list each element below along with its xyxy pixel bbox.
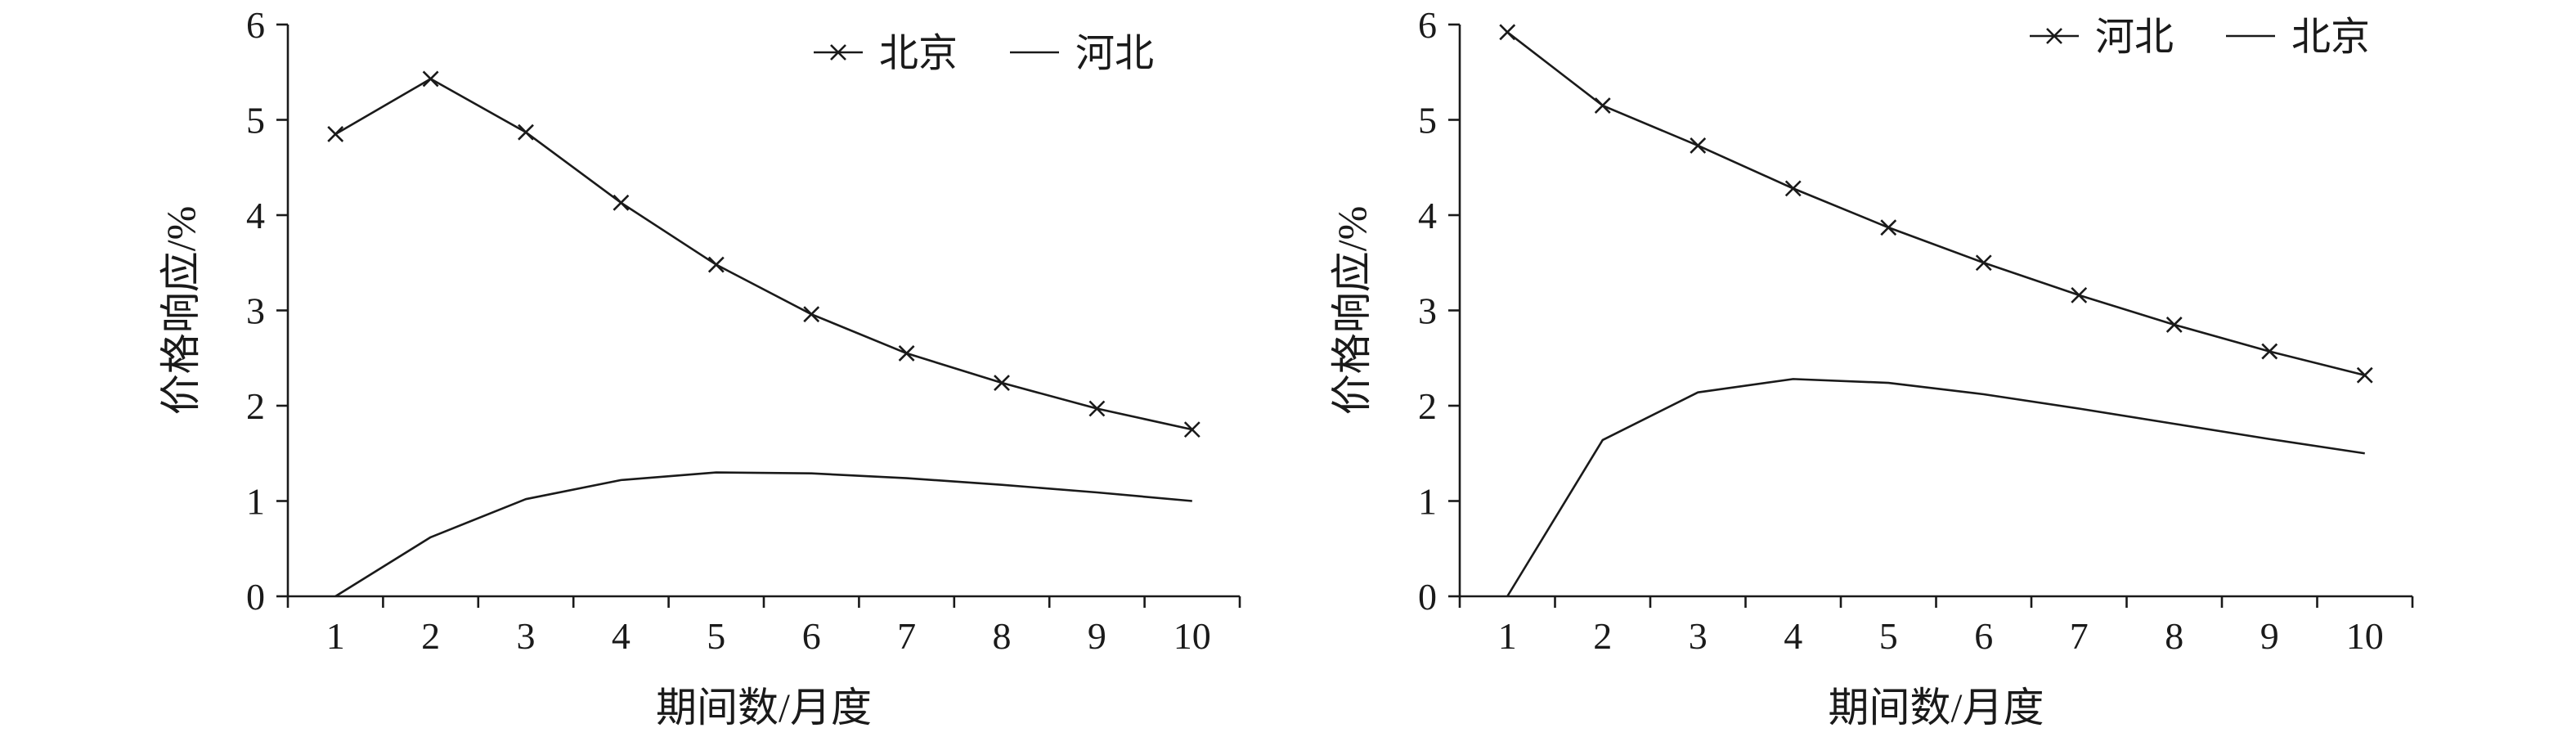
y-tick-label: 0 (246, 576, 265, 618)
x-marker (2165, 317, 2183, 333)
series-line (1506, 31, 2366, 376)
legend-x-marker (830, 44, 846, 61)
x-tick-label: 4 (1784, 615, 1802, 657)
x-tick-label: 8 (993, 615, 1012, 657)
x-marker (707, 256, 725, 273)
y-tick-label: 0 (1418, 576, 1437, 618)
series-1 (334, 471, 1192, 598)
x-tick-label: 1 (1498, 615, 1517, 657)
x-tick-label: 3 (517, 615, 536, 657)
x-marker (898, 345, 915, 362)
legend: 河北 北京 (2030, 16, 2370, 59)
x-tick-label: 6 (802, 615, 821, 657)
series-0 (327, 70, 1200, 438)
series-0 (1499, 24, 2373, 384)
y-tick-label: 4 (1418, 195, 1437, 236)
x-marker (613, 194, 630, 211)
x-tick-label: 4 (612, 615, 631, 657)
x-tick-label: 10 (2346, 615, 2384, 657)
x-tick-label: 2 (1593, 615, 1612, 657)
y-tick-label: 2 (1418, 385, 1437, 427)
x-tick-label: 5 (1879, 615, 1898, 657)
x-tick-label: 7 (897, 615, 916, 657)
x-tick-label: 9 (2260, 615, 2279, 657)
x-marker (994, 375, 1010, 391)
y-tick-label: 5 (1418, 100, 1437, 142)
y-tick-label: 4 (246, 195, 265, 236)
legend-x-marker (2046, 28, 2062, 44)
series-line (1506, 378, 2365, 597)
x-marker (1594, 97, 1611, 114)
x-tick-label: 8 (2165, 615, 2183, 657)
x-tick-label: 3 (1689, 615, 1708, 657)
x-marker (1499, 24, 1516, 41)
legend-label: 北京 (879, 32, 958, 75)
x-tick-label: 9 (1088, 615, 1106, 657)
series-line (334, 471, 1192, 598)
y-tick-label: 1 (1418, 481, 1437, 523)
legend: 北京 河北 (814, 32, 1154, 75)
x-marker (1784, 180, 1802, 197)
y-tick-label: 3 (1418, 290, 1437, 332)
x-tick-label: 1 (326, 615, 345, 657)
series-line (334, 78, 1193, 431)
x-marker (1880, 219, 1897, 236)
x-axis-title: 期间数/月度 (1829, 685, 2044, 730)
chart-left: 0 1 2 3 4 5 6 1 2 3 4 5 6 7 8 9 10 期间数/月度 价格响应/% 北京 河北 (158, 4, 1241, 730)
x-marker (1975, 254, 1992, 272)
y-tick-label: 1 (246, 481, 265, 523)
legend-label: 河北 (2095, 16, 2174, 59)
y-tick-label: 6 (1418, 4, 1437, 46)
x-marker (1183, 421, 1200, 438)
y-axis-title: 价格响应/% (158, 206, 204, 416)
x-tick-label: 6 (1974, 615, 1993, 657)
x-marker (422, 70, 439, 88)
series-1 (1506, 378, 2365, 597)
x-axis-title: 期间数/月度 (656, 685, 872, 730)
x-tick-label: 10 (1174, 615, 1211, 657)
x-marker (327, 126, 344, 142)
x-marker (2071, 286, 2088, 303)
x-marker (803, 306, 820, 323)
legend-label: 北京 (2291, 16, 2370, 59)
x-tick-label: 5 (707, 615, 725, 657)
x-tick-label: 7 (2070, 615, 2089, 657)
y-axis-title: 价格响应/% (1329, 206, 1375, 416)
y-tick-label: 3 (246, 290, 265, 332)
x-tick-label: 2 (421, 615, 440, 657)
y-tick-label: 5 (246, 100, 265, 142)
x-marker (1690, 137, 1707, 154)
y-tick-label: 6 (246, 4, 265, 46)
x-marker (2261, 343, 2278, 360)
x-marker (2356, 366, 2373, 384)
legend-label: 河北 (1075, 32, 1154, 75)
x-marker (1088, 400, 1106, 417)
y-tick-label: 2 (246, 385, 265, 427)
chart-right: 0 1 2 3 4 5 6 1 2 3 4 5 6 7 8 9 10 期间数/月度 价格响应/% 河北 北京 (1329, 4, 2414, 730)
x-marker (518, 124, 534, 141)
